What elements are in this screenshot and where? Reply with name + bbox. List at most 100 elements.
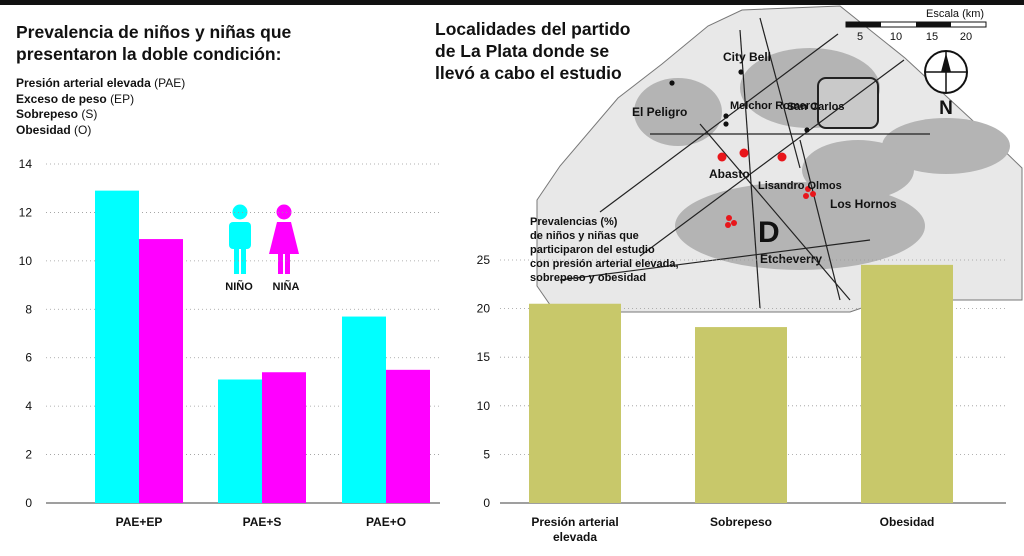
right-caption-line: sobrepeso y obesidad [530, 272, 646, 284]
right-y-tick-label: 25 [477, 253, 491, 267]
map-scale-tick: 10 [890, 31, 902, 43]
map-title: Localidades del partido de La Plata dond… [435, 18, 630, 84]
girl-icon [269, 204, 299, 274]
left-chart-title: Prevalencia de niños y niñas que present… [16, 21, 291, 65]
left-y-tick-label: 6 [25, 351, 32, 365]
left-category-label: PAE+S [243, 515, 282, 529]
map-scale-segment [916, 22, 951, 27]
study-site-dot [726, 215, 732, 221]
map-label-el-peligro: El Peligro [632, 105, 687, 119]
study-site-dot [805, 186, 811, 192]
map-scale-segment [846, 22, 881, 27]
right-y-tick-label: 10 [477, 399, 491, 413]
map-zone-peligro [634, 78, 722, 146]
study-site-dot [803, 193, 809, 199]
map-scale-tick: 15 [926, 31, 938, 43]
map-labels: City Bell San Carlos Melchor Romero El P… [632, 50, 897, 266]
right-y-tick-label: 5 [483, 447, 490, 461]
left-y-tick-label: 10 [19, 254, 33, 268]
right-category-label: Obesidad [880, 515, 935, 529]
left-y-tick-label: 4 [25, 399, 32, 413]
map-label-etcheverry: Etcheverry [760, 252, 822, 266]
map-label-melchor-romero: Melchor Romero [730, 100, 817, 112]
left-title-line: Prevalencia de niños y niñas que [16, 22, 292, 42]
legend-item: Obesidad (O) [16, 123, 185, 139]
map-zone-central [675, 182, 925, 270]
right-chart-caption: Prevalencias (%) de niños y niñas que pa… [530, 216, 679, 284]
legend-abbr: (PAE) [154, 76, 186, 90]
legend-abbr: (O) [74, 122, 92, 137]
left-y-tick-label: 12 [19, 205, 33, 219]
right-bar-chart: 0 5 10 15 20 25 Presión arterial elevada Sobrepe… [477, 253, 1006, 544]
right-caption-line: de niños y niñas que [530, 230, 639, 242]
map-scale: Escala (km) 5 10 15 20 [845, 8, 987, 43]
study-site-dot [731, 220, 737, 226]
left-y-tick-label: 14 [19, 157, 33, 171]
legend-term: Obesidad [16, 122, 71, 137]
left-bar-nino [95, 190, 139, 503]
locality-dot [804, 127, 810, 133]
left-title-line: presentaron la doble condición: [16, 44, 282, 64]
left-bar-nina [139, 239, 183, 504]
right-caption-line: con presión arterial elevada, [530, 258, 679, 270]
legend-item: Exceso de peso (EP) [16, 92, 185, 108]
locality-dot [738, 69, 744, 75]
girl-label: NIÑA [273, 280, 300, 293]
study-site-dot [725, 222, 731, 228]
map-zone-east [882, 118, 1010, 174]
right-y-tick-label: 20 [477, 302, 491, 316]
map-label-los-hornos: Los Hornos [830, 197, 897, 211]
map-scale-tick: 5 [857, 31, 863, 43]
map-title-line: de La Plata donde se [435, 41, 610, 61]
right-bar [861, 264, 953, 503]
map-title-line: llevó a cabo el estudio [435, 63, 622, 83]
map-label-city-bell: City Bell [723, 50, 771, 64]
study-site-dot [717, 152, 727, 162]
right-bar [529, 303, 621, 503]
study-site-dot [810, 191, 816, 197]
left-y-tick-label: 8 [25, 302, 32, 316]
map-scale-title: Escala (km) [926, 8, 984, 20]
map-label-lisandro-olmos: Lisandro Olmos [758, 180, 842, 192]
map-label-san-carlos: San Carlos [787, 101, 844, 113]
legend-term: Presión arterial elevada [16, 76, 151, 90]
abbreviations-legend: Presión arterial elevada (PAE) Exceso de… [16, 76, 185, 138]
left-category-label: PAE+EP [116, 515, 163, 529]
locality-dot [669, 80, 675, 86]
study-site-dot [777, 152, 787, 162]
left-category-label: PAE+O [366, 515, 406, 529]
left-bar-chart: 0 2 4 6 8 10 12 14 PAE+EP PAE+S PAE+O [19, 157, 440, 529]
legend-term: Sobrepeso [16, 107, 79, 121]
right-caption-line: participaron del estudio [530, 244, 655, 256]
left-bar-nino [218, 379, 262, 503]
left-y-tick-label: 2 [25, 448, 32, 462]
legend-term: Exceso de peso [16, 91, 107, 106]
map-roads [559, 17, 930, 309]
map-study-sites [717, 148, 816, 228]
map-label-abasto: Abasto [709, 167, 750, 181]
map-title-line: Localidades del partido [435, 19, 631, 39]
legend-abbr: (S) [81, 107, 98, 121]
locality-dot [723, 113, 729, 119]
legend-item: Sobrepeso (S) [16, 107, 185, 123]
study-site-dot [739, 148, 749, 158]
left-bar-nino [342, 316, 386, 503]
map-locality-dots [669, 69, 810, 133]
locality-dot [723, 121, 729, 127]
right-category-label: Sobrepeso [710, 515, 772, 529]
right-bar [695, 327, 787, 503]
boy-icon [229, 204, 251, 274]
left-y-tick-label: 0 [25, 496, 32, 510]
top-rule [0, 0, 1024, 5]
la-plata-map: City Bell San Carlos Melchor Romero El P… [536, 5, 1023, 313]
left-bar-nina [386, 369, 430, 503]
legend-abbr: (EP) [110, 91, 135, 106]
map-scale-tick: 20 [960, 31, 972, 43]
boy-label: NIÑO [225, 280, 253, 293]
map-big-letter: D [758, 216, 780, 249]
right-y-tick-label: 0 [483, 496, 490, 510]
legend-item: Presión arterial elevada (PAE) [16, 76, 185, 92]
north-label: N [939, 98, 953, 119]
